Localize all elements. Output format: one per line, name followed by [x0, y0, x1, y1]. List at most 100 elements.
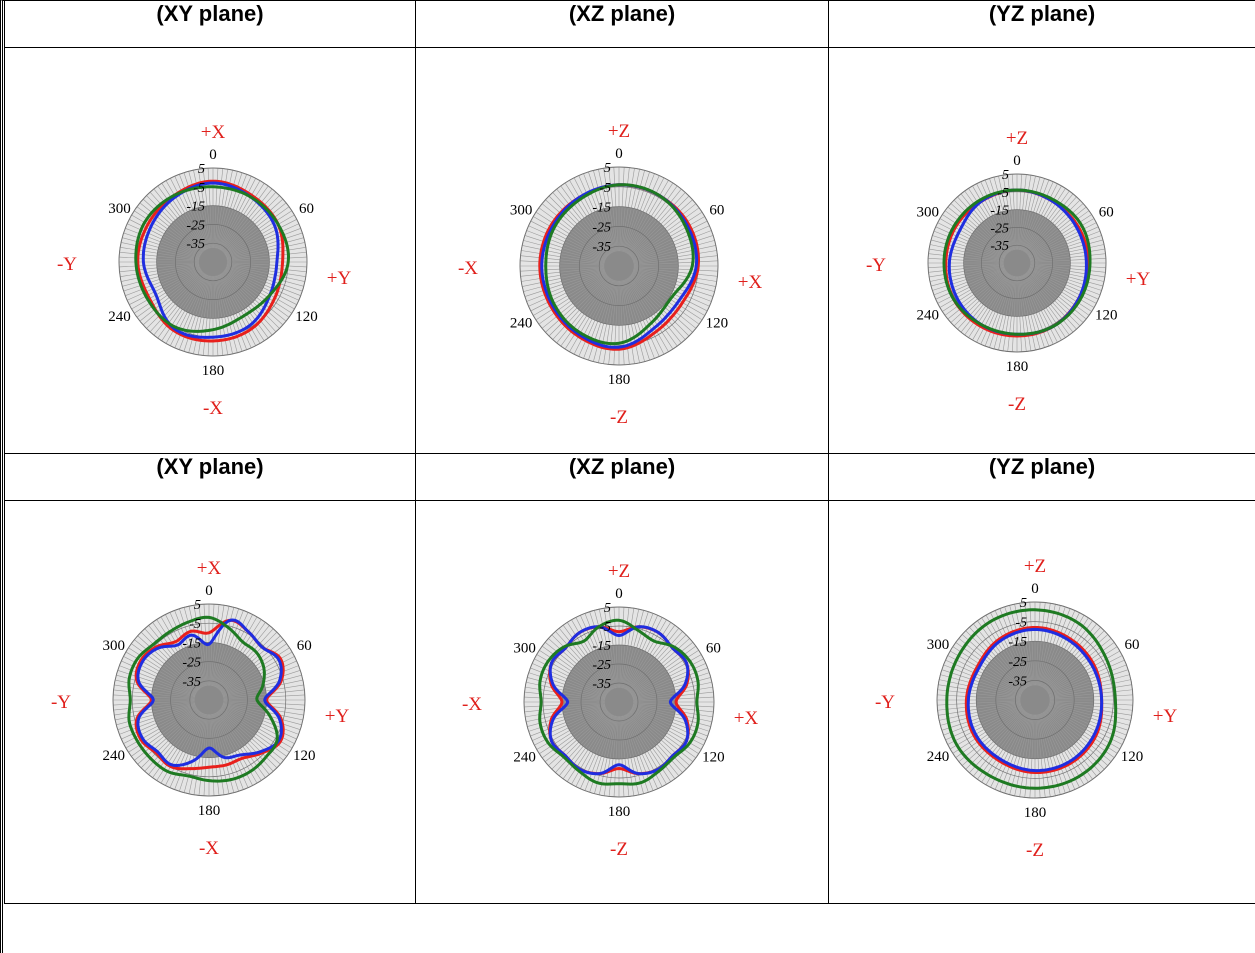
header-yz-plane-2: (YZ plane) — [829, 454, 1255, 501]
radial-tick-label: -35 — [182, 675, 201, 690]
axis-label-left: -X — [458, 258, 478, 279]
axis-label-top: +X — [197, 558, 222, 579]
angle-tick-label: 120 — [702, 750, 725, 766]
radial-tick-label: -5 — [599, 620, 611, 635]
axis-label-bottom: -Z — [610, 407, 628, 428]
axis-label-right: +Y — [1126, 269, 1151, 290]
angle-tick-label: 120 — [295, 309, 318, 325]
radial-tick-label: -5 — [193, 181, 205, 196]
plot-cell-yz-bottom: 0 60 120 180 240 300 5 -5 -15 -25 -35 +Z -Z +Y -Y — [829, 501, 1255, 904]
angle-tick-label: 300 — [102, 638, 125, 654]
radial-tick-label: -35 — [592, 677, 611, 692]
header-xy-plane-2: (XY plane) — [5, 454, 416, 501]
radial-tick-label: -15 — [592, 639, 611, 654]
angle-tick-label: 120 — [1095, 308, 1118, 324]
radial-tick-label: -15 — [1008, 635, 1027, 650]
radiation-pattern-table: (XY plane) (XZ plane) (YZ plane) 0 60 120 1… — [4, 0, 1255, 904]
angle-tick-label: 120 — [706, 316, 729, 332]
radial-tick-label: -15 — [182, 636, 201, 651]
radial-tick-label: -35 — [990, 239, 1009, 254]
axis-label-top: +Z — [1006, 128, 1028, 149]
angle-tick-label: 0 — [615, 146, 623, 162]
angle-tick-label: 120 — [293, 748, 316, 764]
radial-tick-label: -25 — [182, 656, 201, 671]
radial-tick-label: -35 — [186, 237, 205, 252]
axis-label-right: +Y — [1153, 706, 1178, 727]
angle-tick-label: 180 — [198, 803, 221, 819]
axis-label-left: -Y — [57, 254, 77, 275]
angle-tick-label: 240 — [927, 749, 950, 765]
radial-tick-label: -25 — [186, 218, 205, 233]
radial-tick-label: -25 — [592, 658, 611, 673]
radial-tick-label: -25 — [990, 221, 1009, 236]
plot-cell-xy-bottom: 0 60 120 180 240 300 5 -5 -15 -25 -35 +X -X +Y -Y — [5, 501, 416, 904]
header-yz-plane: (YZ plane) — [829, 1, 1255, 48]
angle-tick-label: 0 — [1013, 153, 1021, 169]
radial-tick-label: -35 — [1008, 674, 1027, 689]
angle-tick-label: 120 — [1121, 749, 1144, 765]
angle-tick-label: 240 — [917, 308, 940, 324]
angle-tick-label: 240 — [513, 750, 536, 766]
radial-tick-label: 5 — [194, 598, 201, 613]
axis-label-top: +Z — [1024, 556, 1046, 577]
radial-tick-label: -5 — [997, 186, 1009, 201]
axis-label-left: -Y — [51, 692, 71, 713]
polar-chart-xz-bottom: 0601201802403005-5-15-25-35+Z-Z+X-X — [416, 501, 829, 903]
polar-chart-xy-bottom: 0601201802403005-5-15-25-35+X-X+Y-Y — [5, 501, 416, 903]
header-xz-plane-2: (XZ plane) — [416, 454, 829, 501]
angle-tick-label: 240 — [510, 316, 533, 332]
radial-tick-label: -15 — [592, 201, 611, 216]
axis-label-right: +Y — [327, 268, 352, 289]
angle-tick-label: 240 — [108, 309, 131, 325]
angle-tick-label: 0 — [205, 583, 213, 599]
radial-tick-label: 5 — [604, 161, 611, 176]
axis-label-right: +Y — [325, 706, 350, 727]
axis-label-top: +Z — [608, 561, 630, 582]
angle-tick-label: 300 — [927, 637, 950, 653]
radial-tick-label: -35 — [592, 240, 611, 255]
angle-tick-label: 0 — [615, 586, 623, 602]
axis-label-right: +X — [734, 708, 759, 729]
radial-tick-label: 5 — [1002, 168, 1009, 183]
angle-tick-label: 0 — [1031, 581, 1039, 597]
axis-label-right: +X — [738, 272, 763, 293]
polar-chart-xy-top: 0 60 120 180 240 300 5 -5 -15 -25 -35 +X -X +Y -Y — [5, 48, 416, 453]
angle-tick-label: 300 — [510, 203, 533, 219]
angle-tick-label: 300 — [917, 205, 940, 221]
radial-tick-label: 5 — [1020, 596, 1027, 611]
angle-tick-label: 180 — [608, 372, 631, 388]
angle-tick-label: 180 — [1006, 359, 1029, 375]
angle-tick-label: 60 — [299, 201, 314, 217]
angle-tick-label: 60 — [709, 203, 724, 219]
angle-tick-label: 180 — [608, 804, 631, 820]
angle-tick-label: 300 — [513, 641, 536, 657]
header-row-bottom: (XY plane) (XZ plane) (YZ plane) — [5, 454, 1255, 501]
angle-tick-label: 60 — [1124, 637, 1139, 653]
header-row-top: (XY plane) (XZ plane) (YZ plane) — [5, 1, 1255, 48]
axis-label-left: -X — [462, 694, 482, 715]
axis-label-bottom: -Z — [1026, 840, 1044, 861]
angle-tick-label: 60 — [706, 641, 721, 657]
plot-cell-yz-top: 0 60 120 180 240 300 5 -5 -15 -25 -35 +Z -Z +Y -Y — [829, 48, 1255, 454]
radial-tick-label: 5 — [604, 601, 611, 616]
radial-tick-label: -15 — [990, 204, 1009, 219]
angle-tick-label: 180 — [202, 363, 225, 379]
plot-row-top: 0 60 120 180 240 300 5 -5 -15 -25 -35 +X -X +Y -Y 0 60 1… — [5, 48, 1255, 454]
radial-tick-label: -5 — [1015, 616, 1027, 631]
axis-label-left: -Y — [866, 255, 886, 276]
angle-tick-label: 300 — [108, 201, 131, 217]
angle-tick-label: 60 — [1099, 205, 1114, 221]
plot-cell-xz-bottom: 0 60 120 180 240 300 5 -5 -15 -25 -35 +Z -Z +X -X — [416, 501, 829, 904]
axis-label-bottom: -X — [203, 398, 223, 419]
radial-tick-label: -25 — [592, 220, 611, 235]
angle-tick-label: 60 — [297, 638, 312, 654]
polar-chart-yz-bottom: 0 60 120 180 240 300 5 -5 -15 -25 -35 +Z -Z +Y -Y — [829, 501, 1255, 903]
angle-tick-label: 180 — [1024, 805, 1047, 821]
angle-tick-label: 0 — [209, 147, 217, 163]
radial-tick-label: -15 — [186, 200, 205, 215]
radial-tick-label: 5 — [198, 162, 205, 177]
axis-label-top: +X — [201, 122, 226, 143]
radial-tick-label: -5 — [599, 181, 611, 196]
header-xz-plane: (XZ plane) — [416, 1, 829, 48]
axis-label-bottom: -Z — [1008, 394, 1026, 415]
